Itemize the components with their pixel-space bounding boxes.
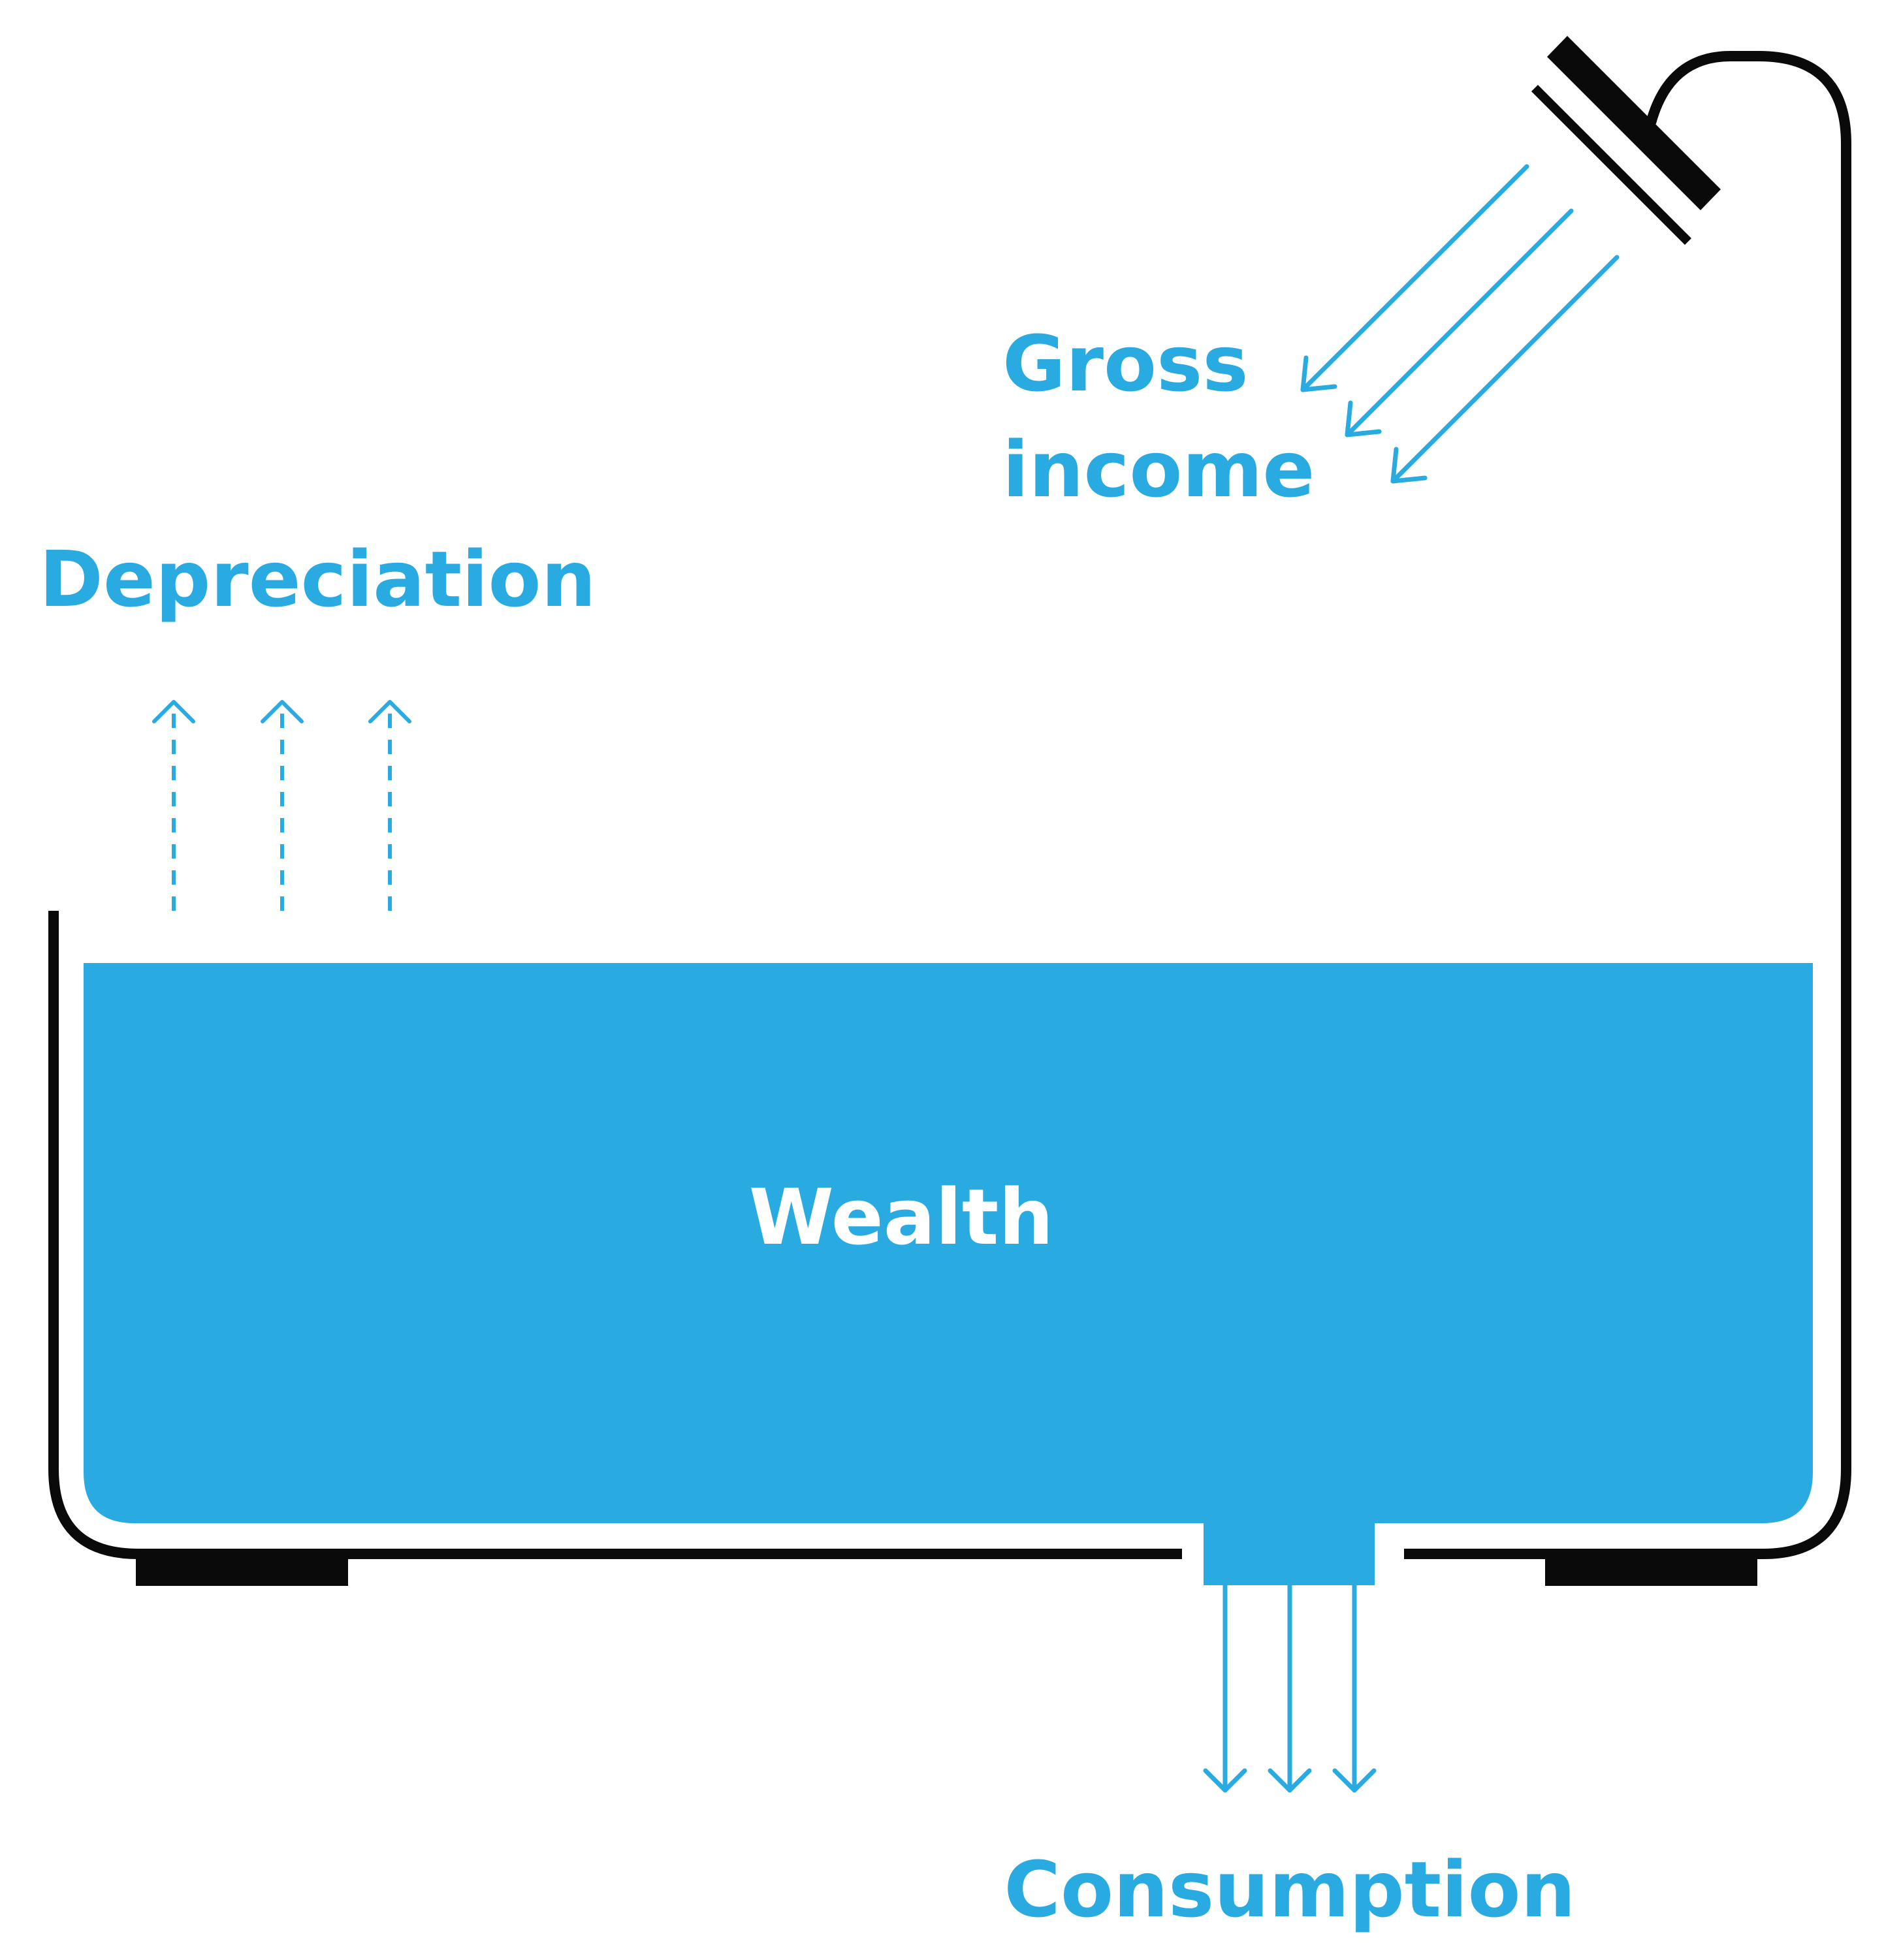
- dashed-arrow-up-icon: [152, 700, 195, 911]
- inflow-arrows: [1300, 164, 1620, 484]
- tub-outline-right: [1404, 51, 1851, 1559]
- arrow-down-icon: [1268, 1583, 1312, 1793]
- arrow-down-icon: [1332, 1583, 1377, 1793]
- arrow-down-left-icon: [1300, 164, 1529, 392]
- arrow-down-icon: [1203, 1583, 1247, 1793]
- tub-outline-left: [48, 911, 1182, 1559]
- dashed-arrow-up-icon: [261, 700, 304, 911]
- wealth-label: Wealth: [749, 1172, 1053, 1262]
- tub-foot-left-icon: [136, 1555, 348, 1586]
- dashed-arrow-up-icon: [368, 700, 411, 911]
- arrow-down-left-icon: [1345, 208, 1574, 437]
- arrow-down-left-icon: [1390, 255, 1620, 484]
- gross-income-label-line2: income: [1002, 424, 1315, 514]
- tub-foot-right-icon: [1545, 1555, 1757, 1586]
- drain-neck: [1204, 1523, 1375, 1585]
- consumption-arrows: [1203, 1583, 1377, 1793]
- depreciation-arrows: [152, 700, 411, 911]
- consumption-label: Consumption: [1004, 1844, 1575, 1935]
- wealth-water: [84, 963, 1813, 1523]
- gross-income-label-line1: Gross: [1002, 319, 1249, 409]
- depreciation-label: Depreciation: [39, 534, 596, 624]
- shower-head-icon: [1531, 36, 1721, 245]
